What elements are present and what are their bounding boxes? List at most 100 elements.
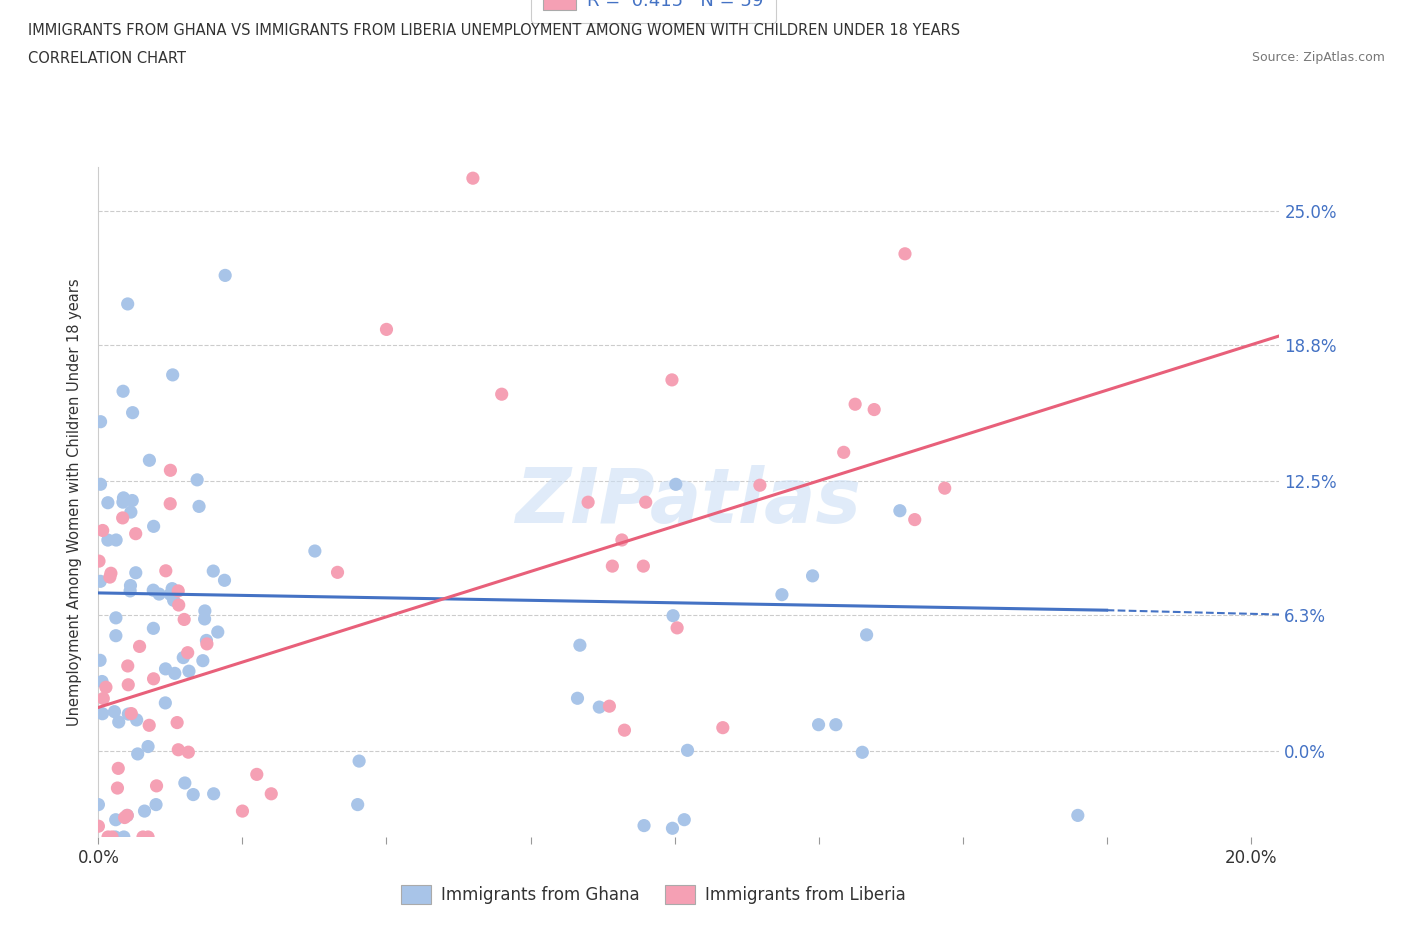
Point [610, 533, 633, 548]
Point [145, 778, 167, 793]
Point [104, 830, 127, 844]
Point [176, 645, 198, 660]
Point [934, 481, 956, 496]
Point [87, 553, 110, 568]
Point [491, 387, 513, 402]
Point [112, 490, 135, 505]
Point [576, 495, 599, 510]
Point [207, 625, 229, 640]
Point [120, 706, 142, 721]
Point [159, 497, 181, 512]
Point [125, 565, 148, 580]
Point [167, 583, 190, 598]
Point [100, 565, 122, 580]
Point [142, 519, 165, 534]
Point [120, 505, 142, 520]
Point [194, 612, 217, 627]
Point [195, 636, 218, 651]
Point [214, 268, 236, 283]
Point [120, 583, 142, 598]
Text: ZIPatlas: ZIPatlas [516, 465, 862, 539]
Point [155, 564, 177, 578]
Point [125, 712, 148, 727]
Point [195, 633, 218, 648]
Point [142, 583, 165, 598]
Point [855, 628, 877, 643]
Point [104, 812, 127, 827]
Point [346, 797, 368, 812]
Point [159, 463, 181, 478]
Point [87, 797, 110, 812]
Point [111, 511, 134, 525]
Point [117, 297, 139, 312]
Point [167, 742, 190, 757]
Point [172, 650, 194, 665]
Point [231, 804, 253, 818]
Point [142, 621, 165, 636]
Point [98, 570, 121, 585]
Point [889, 503, 911, 518]
Point [568, 638, 591, 653]
Point [107, 761, 129, 776]
Point [326, 565, 349, 579]
Y-axis label: Unemployment Among Women with Children Under 18 years: Unemployment Among Women with Children U… [67, 278, 83, 726]
Point [173, 776, 195, 790]
Point [101, 830, 124, 844]
Point [121, 405, 143, 420]
Point [844, 397, 866, 412]
Point [602, 559, 624, 574]
Point [801, 568, 824, 583]
Point [375, 322, 398, 337]
Point [167, 598, 190, 613]
Point [138, 718, 160, 733]
Text: Source: ZipAtlas.com: Source: ZipAtlas.com [1251, 51, 1385, 64]
Point [260, 787, 283, 802]
Point [347, 753, 370, 768]
Point [97, 533, 120, 548]
Point [676, 743, 699, 758]
Point [613, 723, 636, 737]
Point [94, 680, 117, 695]
Point [155, 696, 177, 711]
Text: CORRELATION CHART: CORRELATION CHART [28, 51, 186, 66]
Point [87, 818, 110, 833]
Point [128, 639, 150, 654]
Point [894, 246, 917, 261]
Point [89, 653, 111, 668]
Point [832, 445, 855, 459]
Point [107, 780, 129, 795]
Point [633, 818, 655, 833]
Point [163, 666, 186, 681]
Point [634, 495, 657, 510]
Point [824, 717, 846, 732]
Point [662, 608, 685, 623]
Point [121, 493, 143, 508]
Point [177, 664, 200, 679]
Point [105, 533, 128, 548]
Point [665, 477, 688, 492]
Point [181, 787, 204, 802]
Point [111, 495, 134, 510]
Point [191, 653, 214, 668]
Point [588, 699, 610, 714]
Point [162, 367, 184, 382]
Text: IMMIGRANTS FROM GHANA VS IMMIGRANTS FROM LIBERIA UNEMPLOYMENT AMONG WOMEN WITH C: IMMIGRANTS FROM GHANA VS IMMIGRANTS FROM… [28, 23, 960, 38]
Point [904, 512, 927, 527]
Point [117, 658, 139, 673]
Point [120, 578, 142, 593]
Point [136, 739, 159, 754]
Point [770, 587, 793, 602]
Point [132, 830, 155, 844]
Point [160, 581, 183, 596]
Point [155, 661, 177, 676]
Point [1067, 808, 1090, 823]
Point [304, 544, 326, 559]
Point [127, 747, 149, 762]
Point [863, 402, 886, 417]
Point [136, 830, 159, 844]
Point [134, 804, 156, 818]
Point [633, 559, 655, 574]
Point [117, 677, 139, 692]
Point [104, 610, 127, 625]
Point [711, 720, 734, 735]
